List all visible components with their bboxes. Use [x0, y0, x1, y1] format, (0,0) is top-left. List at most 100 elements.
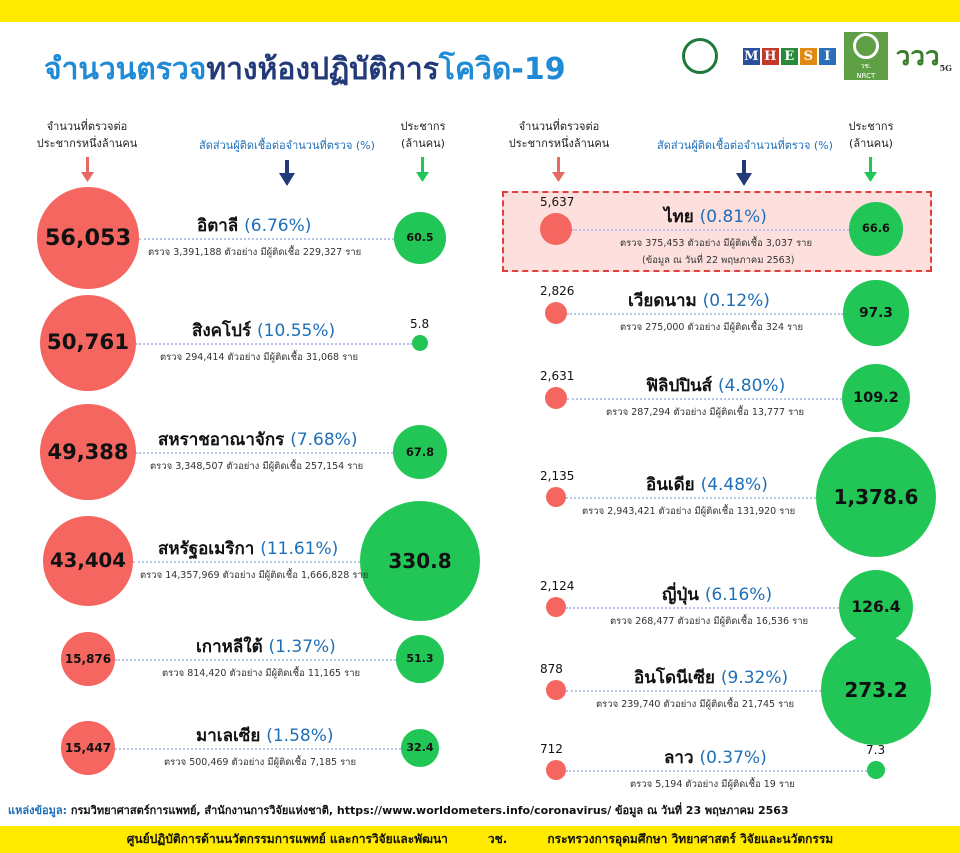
positive-ratio-label: (11.61%) — [260, 539, 339, 559]
positive-ratio-label: (1.37%) — [268, 637, 336, 657]
country-label: มาเลเซีย — [196, 726, 267, 746]
positive-ratio-label: (4.80%) — [717, 376, 786, 396]
country-detail: ตรวจ 294,414 ตัวอย่าง มีผู้ติดเชื้อ 31,0… — [160, 352, 359, 363]
footer-right: กระทรวงการอุดมศึกษา วิทยาศาสตร์ วิจัยและ… — [547, 832, 834, 846]
country-label: สหรัฐอเมริกา — [158, 539, 261, 559]
tests-circle: 50,761 — [39, 294, 137, 392]
nrct-logo: วช. NRCT — [843, 32, 888, 80]
mhesi-letter: M — [742, 47, 760, 65]
tests-circle: 15,447 — [61, 721, 115, 775]
top-banner — [0, 0, 960, 22]
left-pop-header: ประชากร (ล้านคน) — [388, 118, 458, 152]
row-connector — [115, 659, 397, 661]
left-tests-header: จำนวนที่ตรวจต่อ ประชากรหนึ่งล้านคน — [28, 118, 146, 152]
left-tests-header-line-2: ประชากรหนึ่งล้านคน — [36, 137, 138, 150]
tests-circle — [546, 487, 566, 507]
country-detail: ตรวจ 275,000 ตัวอย่าง มีผู้ติดเชื้อ 324 … — [620, 322, 804, 333]
right-pop-header-line-1: ประชากร — [848, 120, 894, 133]
moph-seal-icon — [681, 38, 718, 74]
country-name: ลาว (0.37%) — [664, 744, 767, 771]
title-part-2: ทางห้องปฏิบัติการ — [206, 52, 439, 87]
row-connector — [114, 748, 402, 750]
country-label: ลาว — [664, 748, 700, 768]
mhesi-letter: I — [818, 47, 836, 65]
row-connector — [566, 690, 822, 692]
country-name: ไทย (0.81%) — [664, 203, 767, 230]
positive-ratio-label: (0.12%) — [702, 291, 770, 311]
population-circle: 66.6 — [849, 202, 903, 256]
moph-logo — [665, 30, 735, 82]
country-label: ญี่ปุ่น — [662, 585, 705, 605]
country-label: เวียดนาม — [628, 291, 703, 311]
source-text: กรมวิทยาศาสตร์การแพทย์, สำนักงานการวิจัย… — [70, 804, 789, 817]
vv-sub-label: 5G — [939, 62, 952, 73]
row-connector — [566, 607, 839, 609]
country-detail: ตรวจ 2,943,421 ตัวอย่าง มีผู้ติดเชื้อ 13… — [582, 506, 796, 517]
title-part-1: จำนวนตรวจ — [44, 52, 207, 87]
population-circle: 60.5 — [394, 212, 446, 264]
tests-circle: 56,053 — [37, 187, 139, 289]
positive-ratio-label: (10.55%) — [257, 321, 336, 341]
left-ratio-arrow-icon — [279, 160, 295, 186]
country-label: ไทย — [664, 207, 700, 227]
country-detail: ตรวจ 14,357,969 ตัวอย่าง มีผู้ติดเชื้อ 1… — [140, 570, 369, 581]
right-ratio-header: สัดส่วนผู้ติดเชื้อต่อจำนวนที่ตรวจ (%) — [657, 139, 833, 152]
tests-circle — [539, 212, 573, 246]
country-name: สิงคโปร์ (10.55%) — [192, 317, 335, 344]
left-pop-header-line-2: (ล้านคน) — [401, 137, 445, 150]
country-detail: ตรวจ 3,348,507 ตัวอย่าง มีผู้ติดเชื้อ 25… — [150, 461, 364, 472]
source-label: แหล่งข้อมูล: — [8, 804, 67, 817]
row-connector — [566, 497, 816, 499]
row-connector — [132, 561, 360, 563]
population-circle: 32.4 — [401, 729, 439, 767]
left-ratio-header: สัดส่วนผู้ติดเชื้อต่อจำนวนที่ตรวจ (%) — [199, 139, 375, 152]
country-detail: ตรวจ 375,453 ตัวอย่าง มีผู้ติดเชื้อ 3,03… — [620, 238, 813, 249]
tests-value-label: 5,637 — [540, 194, 575, 209]
country-name: อิตาลี (6.76%) — [197, 212, 311, 239]
row-connector — [567, 398, 842, 400]
title-part-3: โควิด-19 — [438, 52, 566, 87]
left-tests-arrow-icon — [81, 157, 94, 182]
row-connector — [135, 452, 393, 454]
population-circle: 330.8 — [360, 501, 480, 621]
row-connector — [567, 313, 844, 315]
country-name: อินเดีย (4.48%) — [646, 471, 768, 498]
row-connector — [136, 343, 413, 345]
footer-bar: ศูนย์ปฏิบัติการด้านนวัตกรรมการแพทย์ และก… — [0, 826, 960, 853]
mhesi-letter: H — [761, 47, 779, 65]
positive-ratio-label: (6.76%) — [244, 216, 312, 236]
population-circle: 51.3 — [396, 635, 444, 683]
country-name: อินโดนีเซีย (9.32%) — [634, 664, 788, 691]
nrct-seal-icon — [852, 32, 879, 59]
positive-ratio-label: (9.32%) — [720, 668, 789, 688]
population-circle: 273.2 — [821, 635, 931, 745]
tests-circle: 49,388 — [40, 404, 136, 500]
right-pop-header: ประชากร (ล้านคน) — [836, 118, 906, 152]
country-name: เกาหลีใต้ (1.37%) — [196, 633, 336, 660]
positive-ratio-label: (6.16%) — [704, 585, 773, 605]
country-name: เวียดนาม (0.12%) — [628, 287, 770, 314]
population-value-label: 7.3 — [866, 743, 886, 758]
population-circle: 109.2 — [841, 363, 911, 433]
tests-value-label: 712 — [540, 742, 563, 756]
footer-mid: วช. — [487, 832, 508, 846]
population-circle: 67.8 — [392, 424, 448, 480]
positive-ratio-label: (0.37%) — [699, 748, 767, 768]
country-label: ฟิลิปปินส์ — [646, 376, 718, 396]
vv-logo: ววว5G — [896, 36, 952, 77]
header-arrows — [81, 157, 877, 186]
country-label: อิตาลี — [197, 216, 245, 236]
population-circle: 126.4 — [838, 569, 914, 645]
left-pop-header-line-1: ประชากร — [400, 120, 446, 133]
nrct-thai-label: วช. — [860, 61, 872, 70]
nrct-label: NRCT — [856, 71, 876, 80]
country-detail: ตรวจ 239,740 ตัวอย่าง มีผู้ติดเชื้อ 21,7… — [596, 699, 795, 710]
vv-label: ววว — [895, 41, 940, 72]
row-connector — [566, 770, 868, 772]
tests-circle: 43,404 — [43, 516, 133, 606]
left-pop-arrow-icon — [416, 157, 429, 182]
page-title: จำนวนตรวจทางห้องปฏิบัติการโควิด-19 — [44, 46, 566, 93]
